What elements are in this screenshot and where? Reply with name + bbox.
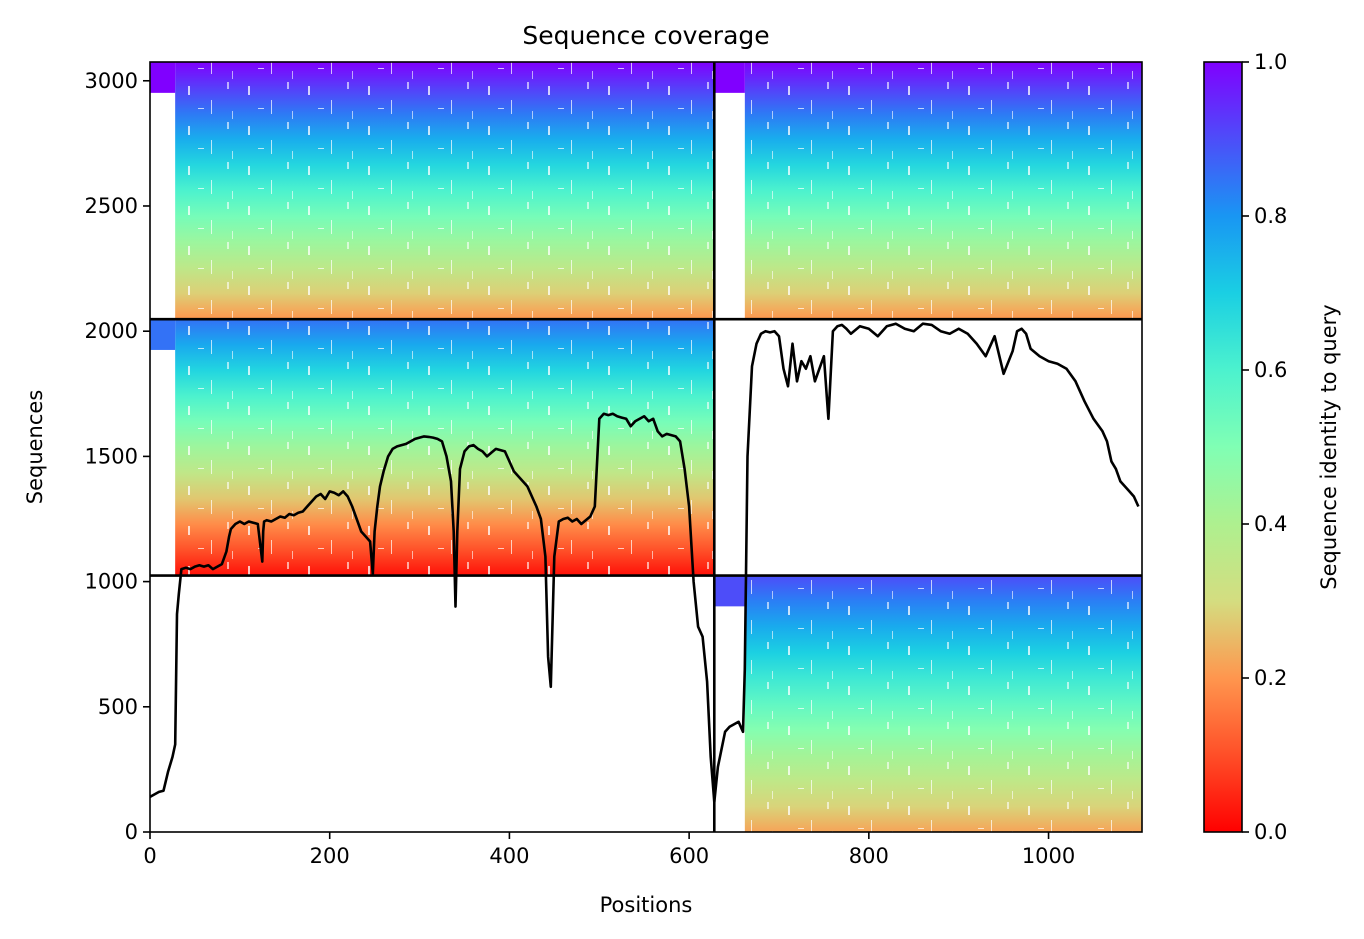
coverage-heatmap — [150, 62, 1142, 832]
y-axis-label: Sequences — [23, 390, 47, 505]
colorbar-label: Sequence identity to query — [1317, 304, 1341, 589]
y-tick-label: 2000 — [85, 319, 138, 343]
x-tick-label: 200 — [310, 844, 350, 868]
colorbar-ticks: 0.0 0.2 0.4 0.6 0.8 1.0 — [1242, 50, 1287, 844]
y-axis-ticks: 0 500 1000 1500 2000 2500 3000 — [85, 69, 150, 844]
colorbar-tick-label: 0.0 — [1254, 820, 1287, 844]
chain-boundaries — [150, 62, 1142, 832]
heatmap-block — [150, 62, 715, 320]
y-tick-label: 1500 — [85, 444, 138, 468]
heatmap-block — [150, 319, 715, 576]
heatmap-top-band — [714, 575, 745, 607]
y-tick-label: 500 — [98, 695, 138, 719]
x-tick-label: 1000 — [1022, 844, 1075, 868]
heatmap-gaps — [744, 575, 1142, 832]
chart-title: Sequence coverage — [522, 21, 769, 50]
x-tick-label: 800 — [849, 844, 889, 868]
heatmap-block — [714, 62, 1142, 320]
x-axis-ticks: 0 200 400 600 800 1000 — [143, 832, 1075, 868]
coverage-line — [150, 322, 1140, 804]
heatmap-top-band — [150, 319, 176, 350]
colorbar-tick-label: 0.6 — [1254, 358, 1287, 382]
colorbar-tick-label: 0.4 — [1254, 512, 1287, 536]
heatmap-top-band — [714, 62, 745, 93]
x-tick-label: 600 — [669, 844, 709, 868]
y-tick-label: 0 — [125, 820, 138, 844]
colorbar-tick-label: 1.0 — [1254, 50, 1287, 74]
y-tick-label: 3000 — [85, 69, 138, 93]
y-tick-label: 1000 — [85, 570, 138, 594]
x-axis-label: Positions — [600, 893, 693, 917]
colorbar — [1203, 61, 1243, 833]
heatmap-gaps — [175, 62, 715, 320]
heatmap-top-band — [150, 62, 176, 93]
x-tick-label: 0 — [143, 844, 156, 868]
heatmap-gaps — [744, 62, 1142, 320]
plot-frame — [149, 61, 1143, 833]
heatmap-block — [714, 575, 1142, 832]
y-tick-label: 2500 — [85, 194, 138, 218]
x-tick-label: 400 — [489, 844, 529, 868]
colorbar-tick-label: 0.2 — [1254, 666, 1287, 690]
colorbar-tick-label: 0.8 — [1254, 204, 1287, 228]
